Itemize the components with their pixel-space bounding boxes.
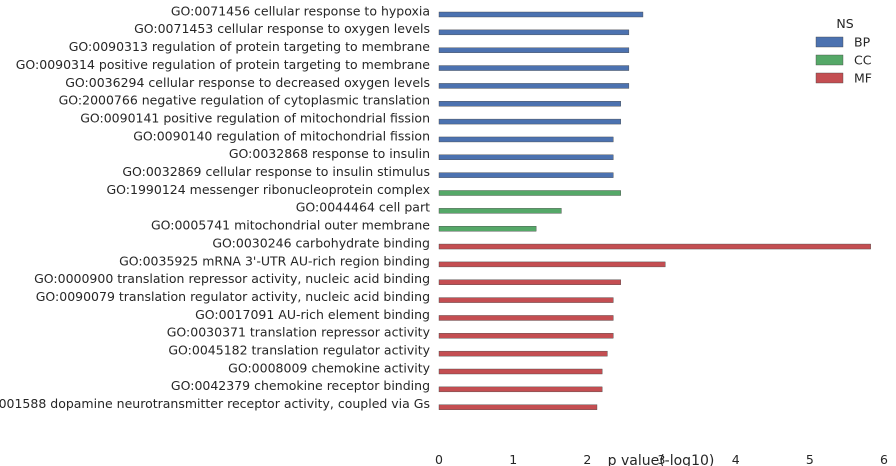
bars-group <box>438 11 871 410</box>
bar-6 <box>438 101 621 107</box>
bar-12 <box>438 208 562 214</box>
bar-8 <box>438 136 614 143</box>
category-label-23: GO:0001588 dopamine neurotransmitter rec… <box>0 396 430 411</box>
category-label-14: GO:0030246 carbohydrate binding <box>212 235 430 250</box>
x-axis-title: p value(-log10) <box>608 453 715 466</box>
x-tick-label-0: 0 <box>435 452 443 466</box>
category-label-6: GO:2000766 negative regulation of cytopl… <box>59 93 430 108</box>
category-label-2: GO:0071453 cellular response to oxygen l… <box>134 21 430 36</box>
category-label-5: GO:0036294 cellular response to decrease… <box>65 75 430 90</box>
legend-label-bp: BP <box>854 34 871 49</box>
x-tick-label-5: 5 <box>806 452 814 466</box>
category-label-17: GO:0090079 translation regulator activit… <box>36 289 430 304</box>
category-label-15: GO:0035925 mRNA 3'-UTR AU-rich region bi… <box>119 253 430 268</box>
x-axis-ticks-group: 0 1 2 3 4 5 6 <box>435 452 888 466</box>
category-label-4: GO:0090314 positive regulation of protei… <box>16 57 431 72</box>
legend-title: NS <box>836 16 853 31</box>
bar-11 <box>438 190 621 196</box>
x-tick-label-3: 3 <box>658 452 666 466</box>
category-label-20: GO:0045182 translation regulator activit… <box>168 343 430 358</box>
category-label-16: GO:0000900 translation repressor activit… <box>34 271 430 286</box>
bar-14 <box>438 243 871 250</box>
legend-swatch-cc <box>815 54 844 66</box>
bar-17 <box>438 297 614 303</box>
category-label-1: GO:0071456 cellular response to hypoxia <box>171 3 430 18</box>
legend-label-mf: MF <box>854 70 872 85</box>
category-label-19: GO:0030371 translation repressor activit… <box>167 325 431 340</box>
bar-23 <box>438 404 598 410</box>
bar-4 <box>438 65 630 71</box>
bar-13 <box>438 225 537 232</box>
bar-19 <box>438 333 614 339</box>
category-label-21: GO:0008009 chemokine activity <box>228 360 430 375</box>
category-label-13: GO:0005741 mitochondrial outer membrane <box>151 218 430 233</box>
bar-21 <box>438 368 603 375</box>
legend-swatch-mf <box>815 72 844 84</box>
category-label-7: GO:0090141 positive regulation of mitoch… <box>80 110 430 125</box>
bar-15 <box>438 261 666 268</box>
category-label-22: GO:0042379 chemokine receptor binding <box>171 378 430 393</box>
x-tick-label-2: 2 <box>583 452 591 466</box>
bar-2 <box>438 29 630 36</box>
category-label-12: GO:0044464 cell part <box>296 200 430 215</box>
bar-10 <box>438 172 614 178</box>
legend-label-cc: CC <box>854 52 872 67</box>
x-tick-label-4: 4 <box>732 452 740 466</box>
category-labels-group: GO:0071456 cellular response to hypoxia G… <box>0 3 431 411</box>
bar-1 <box>438 11 644 18</box>
bar-5 <box>438 83 630 89</box>
bar-3 <box>438 47 630 53</box>
bar-9 <box>438 154 614 161</box>
category-label-10: GO:0032869 cellular response to insulin … <box>122 164 430 179</box>
legend: NS BP CC MF <box>815 16 872 85</box>
category-label-9: GO:0032868 response to insulin <box>229 146 430 161</box>
bar-18 <box>438 315 614 321</box>
legend-swatch-bp <box>815 36 844 48</box>
bar-7 <box>438 118 621 125</box>
bar-22 <box>438 386 603 393</box>
category-label-3: GO:0090313 regulation of protein targeti… <box>69 39 431 54</box>
bar-16 <box>438 279 621 285</box>
category-label-11: GO:1990124 messenger ribonucleoprotein c… <box>106 182 430 197</box>
bar-20 <box>438 350 608 357</box>
category-label-8: GO:0090140 regulation of mitochondrial f… <box>133 128 430 143</box>
category-label-18: GO:0017091 AU-rich element binding <box>195 307 430 322</box>
x-tick-label-1: 1 <box>509 452 517 466</box>
x-tick-label-6: 6 <box>880 452 888 466</box>
